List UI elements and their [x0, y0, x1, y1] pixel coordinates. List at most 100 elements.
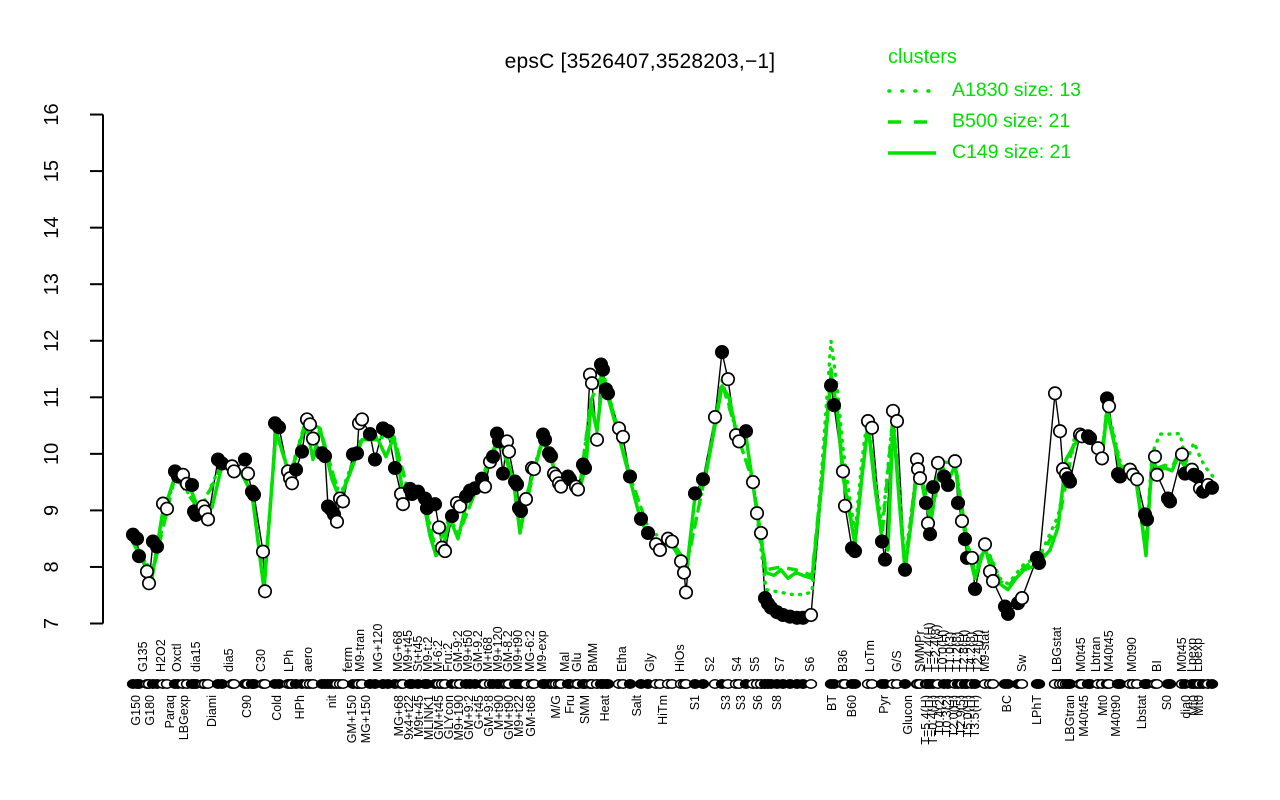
x-label-bottom: GM+9:2 [462, 695, 476, 740]
data-point-filled [687, 486, 703, 501]
x-label-bottom: GM+t45 [432, 695, 446, 740]
data-point-open [354, 412, 370, 427]
x-label-top: Lbexp [1191, 638, 1205, 672]
x-label-top: S2 [703, 657, 717, 672]
data-point-open [676, 565, 692, 580]
data-point-open [745, 475, 761, 490]
x-label-bottom: T5.0(H) [961, 695, 975, 737]
data-point-open [526, 462, 542, 477]
data-point-open [452, 499, 468, 514]
data-point-filled [495, 466, 511, 481]
x-label-top: BI [1150, 660, 1164, 672]
condition-dot [1205, 679, 1219, 689]
x-label-top: ferm [341, 647, 355, 672]
data-point-filled [1189, 469, 1205, 484]
legend-entry-b500: B500 size: 21 [886, 106, 1081, 137]
data-point-open [1101, 399, 1117, 414]
condition-dot [336, 679, 350, 689]
x-label-top: M9+t50 [461, 630, 475, 672]
x-label-top: M9+120 [491, 626, 505, 672]
condition-dot [898, 679, 912, 689]
solid-line-icon [888, 150, 936, 155]
data-point-open [720, 372, 736, 387]
x-label-bottom: Glucon [901, 695, 915, 735]
x-label-bottom: T2.9(5) [954, 695, 968, 735]
data-point-open [589, 432, 605, 447]
data-point-open [395, 497, 411, 512]
x-label-top: T4.2(8) [964, 632, 978, 672]
data-point-open [749, 506, 765, 521]
x-label-top: Gly [643, 653, 657, 673]
x-label-bottom: Pyr [877, 695, 891, 714]
x-label-top: LoTm [863, 640, 877, 672]
x-label-bottom: BC [1000, 695, 1014, 712]
condition-dot [848, 679, 862, 689]
x-label-bottom: Cold [270, 695, 284, 721]
x-label-bottom: Heat [598, 694, 612, 721]
condition-dot [201, 679, 215, 689]
x-label-bottom: M40t90 [1109, 695, 1123, 737]
data-point-filled [387, 460, 403, 476]
x-label-bottom: MG+68 [392, 695, 406, 736]
data-point-filled [925, 480, 941, 495]
data-point-open [1052, 424, 1068, 439]
data-point-filled [427, 497, 443, 512]
data-point-filled [714, 345, 730, 360]
data-point-open [139, 564, 155, 579]
x-label-top: M-6:2 [431, 640, 445, 672]
data-point-filled [595, 362, 611, 377]
x-label-top: T=2.4(8) [929, 624, 943, 672]
data-point-filled [897, 562, 913, 577]
x-label-bottom: T3.5(H) [968, 695, 982, 737]
x-label-bottom: dia0 [1179, 695, 1193, 719]
legend-entry-label: B500 size: 21 [952, 110, 1071, 132]
y-tick-label: 7 [41, 618, 63, 629]
x-label-bottom: GLYcon [442, 695, 456, 739]
x-label-top: T2.4(H) [971, 630, 985, 672]
x-label-top: Lbtran [1089, 637, 1103, 672]
x-label-bottom: nit [325, 694, 339, 708]
data-point-filled [600, 386, 616, 401]
condition-dot [696, 679, 710, 689]
x-label-bottom: Paraq [163, 695, 177, 728]
x-label-top: Etha [615, 646, 629, 672]
x-label-bottom: LBGexp [177, 695, 191, 740]
data-point-filled [823, 378, 839, 393]
condition-dot [1113, 679, 1127, 689]
x-label-top: M0t90 [1125, 637, 1139, 672]
x-label-bottom: SMM [578, 695, 592, 724]
data-point-open [1149, 467, 1165, 482]
x-label-top: dia15 [189, 641, 203, 672]
x-label-top: Lpexp [1185, 638, 1199, 672]
x-label-bottom: Mt0 [1187, 695, 1201, 716]
data-point-open [1047, 386, 1063, 401]
y-axis: 7 8 9 10 11 12 13 14 15 16 [41, 103, 104, 629]
condition-dot [1001, 679, 1015, 689]
x-label-bottom: GM+150 [345, 695, 359, 743]
x-label-bottom: B60 [845, 695, 859, 717]
data-point-open [664, 534, 680, 549]
x-label-bottom: Lbstat [1135, 694, 1149, 729]
data-point-filled [940, 477, 956, 493]
x-label-top: GM-9.2 [471, 630, 485, 672]
data-point-open [864, 420, 880, 435]
x-label-top: M0t45 [1175, 637, 1189, 672]
condition-dot [1063, 679, 1077, 689]
data-point-open [835, 464, 851, 479]
data-point-filled [1000, 606, 1016, 621]
data-point-open [889, 414, 905, 429]
condition-dot [865, 679, 879, 689]
data-point-open [200, 512, 216, 527]
data-point-filled [349, 446, 365, 461]
data-point-open [159, 501, 175, 516]
data-point-open [947, 454, 963, 469]
x-label-top: M9-t:2 [421, 637, 435, 672]
data-point-filled [317, 449, 333, 464]
data-point-filled [149, 539, 165, 554]
x-label-top: GM-8.2 [501, 630, 515, 672]
x-label-bottom: M9+t22 [512, 695, 526, 737]
x-label-bottom: Mt0 [1096, 695, 1110, 716]
data-point-open [673, 554, 689, 569]
